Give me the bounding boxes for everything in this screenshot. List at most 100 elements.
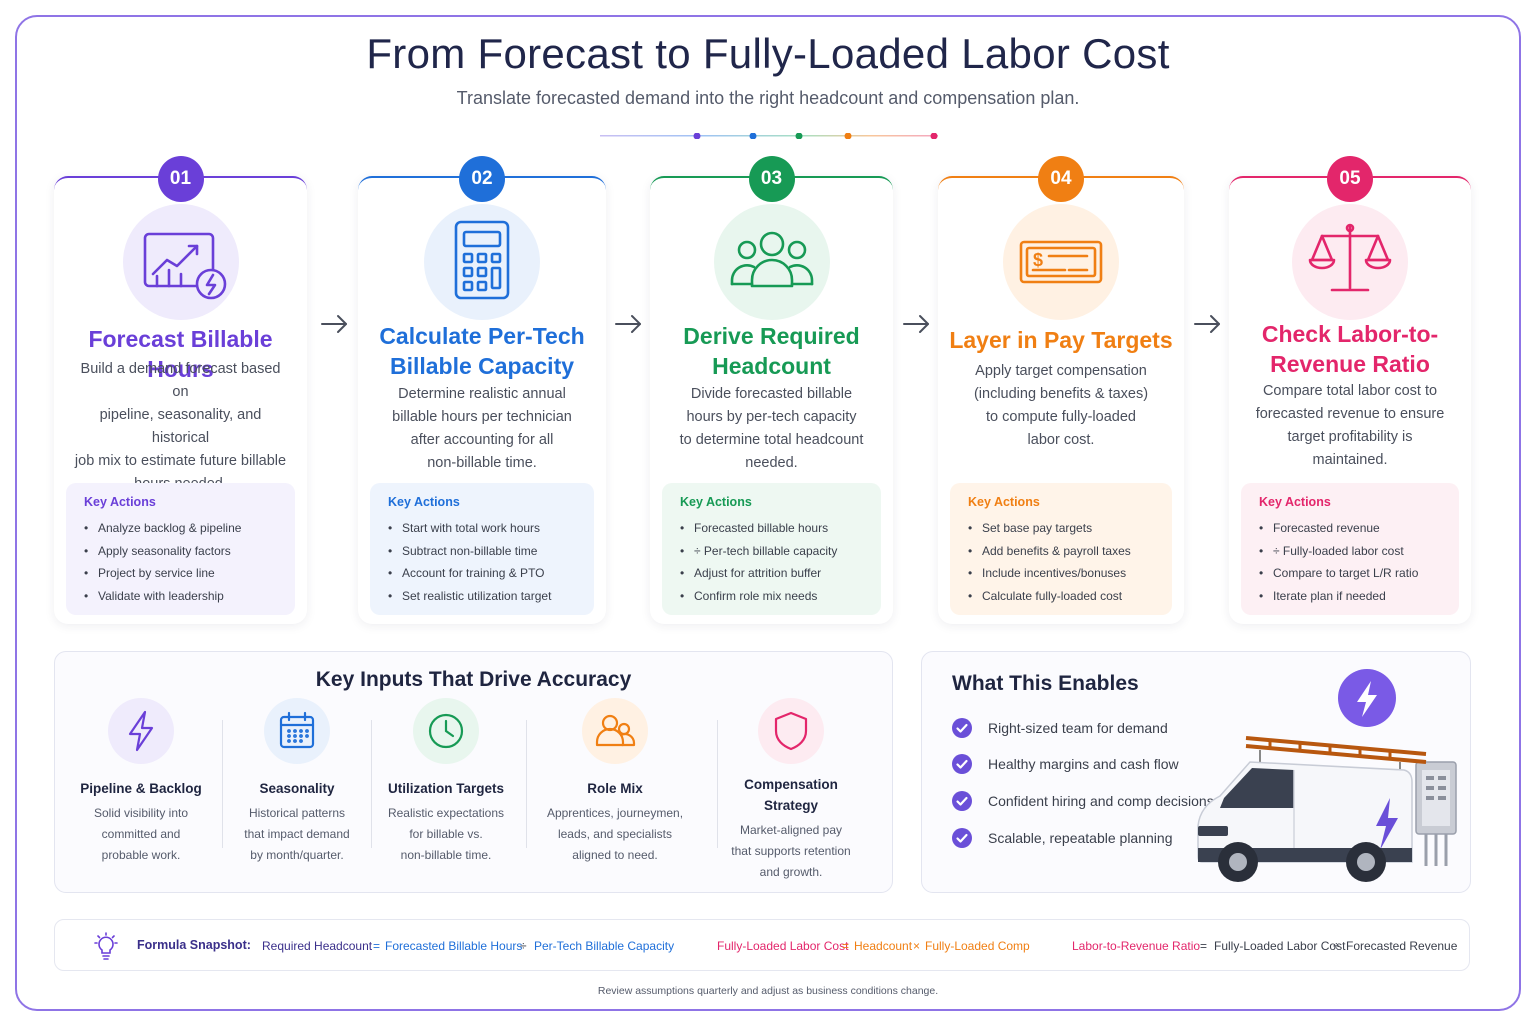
- step-number-badge: 04: [1038, 156, 1084, 202]
- action-item: Account for training & PTO: [388, 562, 594, 585]
- formula-operator: ÷: [1333, 939, 1340, 953]
- desc-line: (including benefits & taxes): [973, 386, 1149, 402]
- formula-term: Per-Tech Billable Capacity: [534, 939, 675, 953]
- arrow-right-icon: [1194, 315, 1220, 333]
- people-group-icon: [713, 204, 830, 320]
- desc-line: after accounting for all: [410, 432, 554, 448]
- step-number-badge: 03: [748, 156, 795, 202]
- formula-term: Required Headcount: [262, 939, 373, 953]
- key-actions-label: Key Actions: [968, 495, 1040, 509]
- desc-line: Compare total labor cost to: [1262, 383, 1438, 399]
- key-input-label: Pipeline & Backlog: [80, 781, 202, 796]
- key-input-label: Utilization Targets: [387, 781, 504, 796]
- desc-line: maintained.: [1312, 452, 1388, 468]
- desc-line: pipeline, seasonality, and historical: [99, 407, 262, 446]
- key-input-label: Compensation Strategy: [716, 774, 866, 816]
- desc-line: that supports retention: [731, 844, 851, 858]
- desc-line: labor cost.: [1027, 432, 1095, 448]
- arrow-right-icon: [321, 315, 347, 333]
- step-number-badge: 01: [157, 156, 204, 202]
- action-item: Calculate fully-loaded cost: [968, 585, 1172, 608]
- key-actions-box: Key Actions Forecasted billable hours ÷ …: [662, 483, 881, 615]
- page-title: From Forecast to Fully-Loaded Labor Cost: [366, 30, 1170, 77]
- key-input-pipeline: Pipeline & Backlog Solid visibility into…: [66, 698, 216, 866]
- formula-term: Fully-Loaded Comp: [925, 939, 1030, 953]
- formula-operator: =: [373, 939, 381, 953]
- formula-term: Fully-Loaded Labor Cost: [717, 939, 849, 953]
- chart-growth-icon: [122, 204, 239, 320]
- key-actions-label: Key Actions: [1259, 495, 1331, 509]
- action-item: ÷ Per-tech billable capacity: [680, 540, 881, 563]
- desc-line: Historical patterns: [248, 806, 346, 820]
- action-item: Forecasted billable hours: [680, 517, 881, 540]
- step-title-line: Layer in Pay Targets: [949, 327, 1173, 353]
- label-line: Strategy: [763, 798, 819, 813]
- desc-line: to compute fully-loaded: [986, 409, 1136, 425]
- formula-term: Labor-to-Revenue Ratio: [1072, 939, 1201, 953]
- key-inputs-panel: Key Inputs That Drive Accuracy Pipeline …: [54, 651, 893, 893]
- action-item: Apply seasonality factors: [84, 540, 295, 563]
- step-title-line: Headcount: [712, 353, 831, 379]
- desc-line: billable hours per technician: [392, 409, 572, 425]
- svg-text:$: $: [1033, 250, 1043, 270]
- action-item: Add benefits & payroll taxes: [968, 540, 1172, 563]
- desc-line: Solid visibility into: [93, 806, 189, 820]
- desc-line: Determine realistic annual: [398, 386, 566, 402]
- action-item: Subtract non-billable time: [388, 540, 594, 563]
- desc-line: Apprentices, journeymen,: [546, 806, 684, 820]
- clock-icon: [413, 698, 479, 764]
- action-item: Validate with leadership: [84, 585, 295, 608]
- action-item: Forecasted revenue: [1259, 517, 1459, 540]
- formula-label: Formula Snapshot:: [137, 938, 251, 952]
- key-input-desc: Apprentices, journeymen, leads, and spec…: [540, 803, 690, 866]
- step-title-line: Calculate Per-Tech: [379, 323, 585, 349]
- desc-line: needed.: [745, 455, 798, 471]
- label-line: Compensation: [744, 777, 838, 792]
- desc-line: leads, and specialists: [557, 827, 673, 841]
- step-title-line: Revenue Ratio: [1270, 351, 1430, 377]
- action-item: Adjust for attrition buffer: [680, 562, 881, 585]
- enables-item-label: Healthy margins and cash flow: [988, 756, 1179, 772]
- action-item: Start with total work hours: [388, 517, 594, 540]
- people-icon: [582, 698, 648, 764]
- desc-line: for billable vs.: [409, 827, 483, 841]
- page-subtitle: Translate forecasted demand into the rig…: [456, 88, 1080, 108]
- action-item: Compare to target L/R ratio: [1259, 562, 1459, 585]
- step-card-02: 02 Calculate Per-Tech Billable Capacity …: [358, 156, 606, 624]
- desc-line: committed and: [101, 827, 181, 841]
- desc-line: Market-aligned pay: [739, 823, 843, 837]
- action-item: Set realistic utilization target: [388, 585, 594, 608]
- step-description: Determine realistic annual billable hour…: [376, 383, 588, 475]
- key-input-desc: Market-aligned pay that supports retenti…: [716, 820, 866, 883]
- formula-operator: ×: [913, 939, 921, 953]
- desc-line: hours by per-tech capacity: [686, 409, 857, 425]
- arrow-right-icon: [615, 315, 641, 333]
- step-title-line: Derive Required: [683, 323, 860, 349]
- divider: [222, 720, 223, 848]
- action-item: Set base pay targets: [968, 517, 1172, 540]
- key-input-role-mix: Role Mix Apprentices, journeymen, leads,…: [540, 698, 690, 866]
- formula-operator: =: [1200, 939, 1208, 953]
- formula-operator: =: [842, 939, 850, 953]
- formula-term: Headcount: [854, 939, 913, 953]
- divider: [717, 720, 718, 848]
- key-actions-label: Key Actions: [680, 495, 752, 509]
- calendar-icon: [264, 698, 330, 764]
- step-card-04: 04 $ Layer in Pay Targets Apply target c…: [938, 156, 1184, 624]
- desc-line: Divide forecasted billable: [690, 386, 853, 402]
- step-description: Build a demand forecast based on pipelin…: [72, 358, 289, 496]
- check-circle-icon: [952, 791, 972, 811]
- action-item: ÷ Fully-loaded labor cost: [1259, 540, 1459, 563]
- action-item: Project by service line: [84, 562, 295, 585]
- key-actions-box: Key Actions Set base pay targets Add ben…: [950, 483, 1172, 615]
- desc-line: Build a demand forecast based on: [80, 361, 281, 400]
- desc-line: Apply target compensation: [975, 363, 1147, 379]
- desc-line: non-billable time.: [400, 848, 492, 862]
- service-van-illustration: [1197, 669, 1457, 882]
- key-input-utilization: Utilization Targets Realistic expectatio…: [371, 698, 521, 866]
- desc-line: by month/quarter.: [250, 848, 344, 862]
- enables-item-label: Scalable, repeatable planning: [988, 830, 1173, 846]
- lightbulb-icon: [94, 932, 118, 960]
- key-actions-box: Key Actions Analyze backlog & pipeline A…: [66, 483, 295, 615]
- balance-scale-icon: [1292, 204, 1408, 320]
